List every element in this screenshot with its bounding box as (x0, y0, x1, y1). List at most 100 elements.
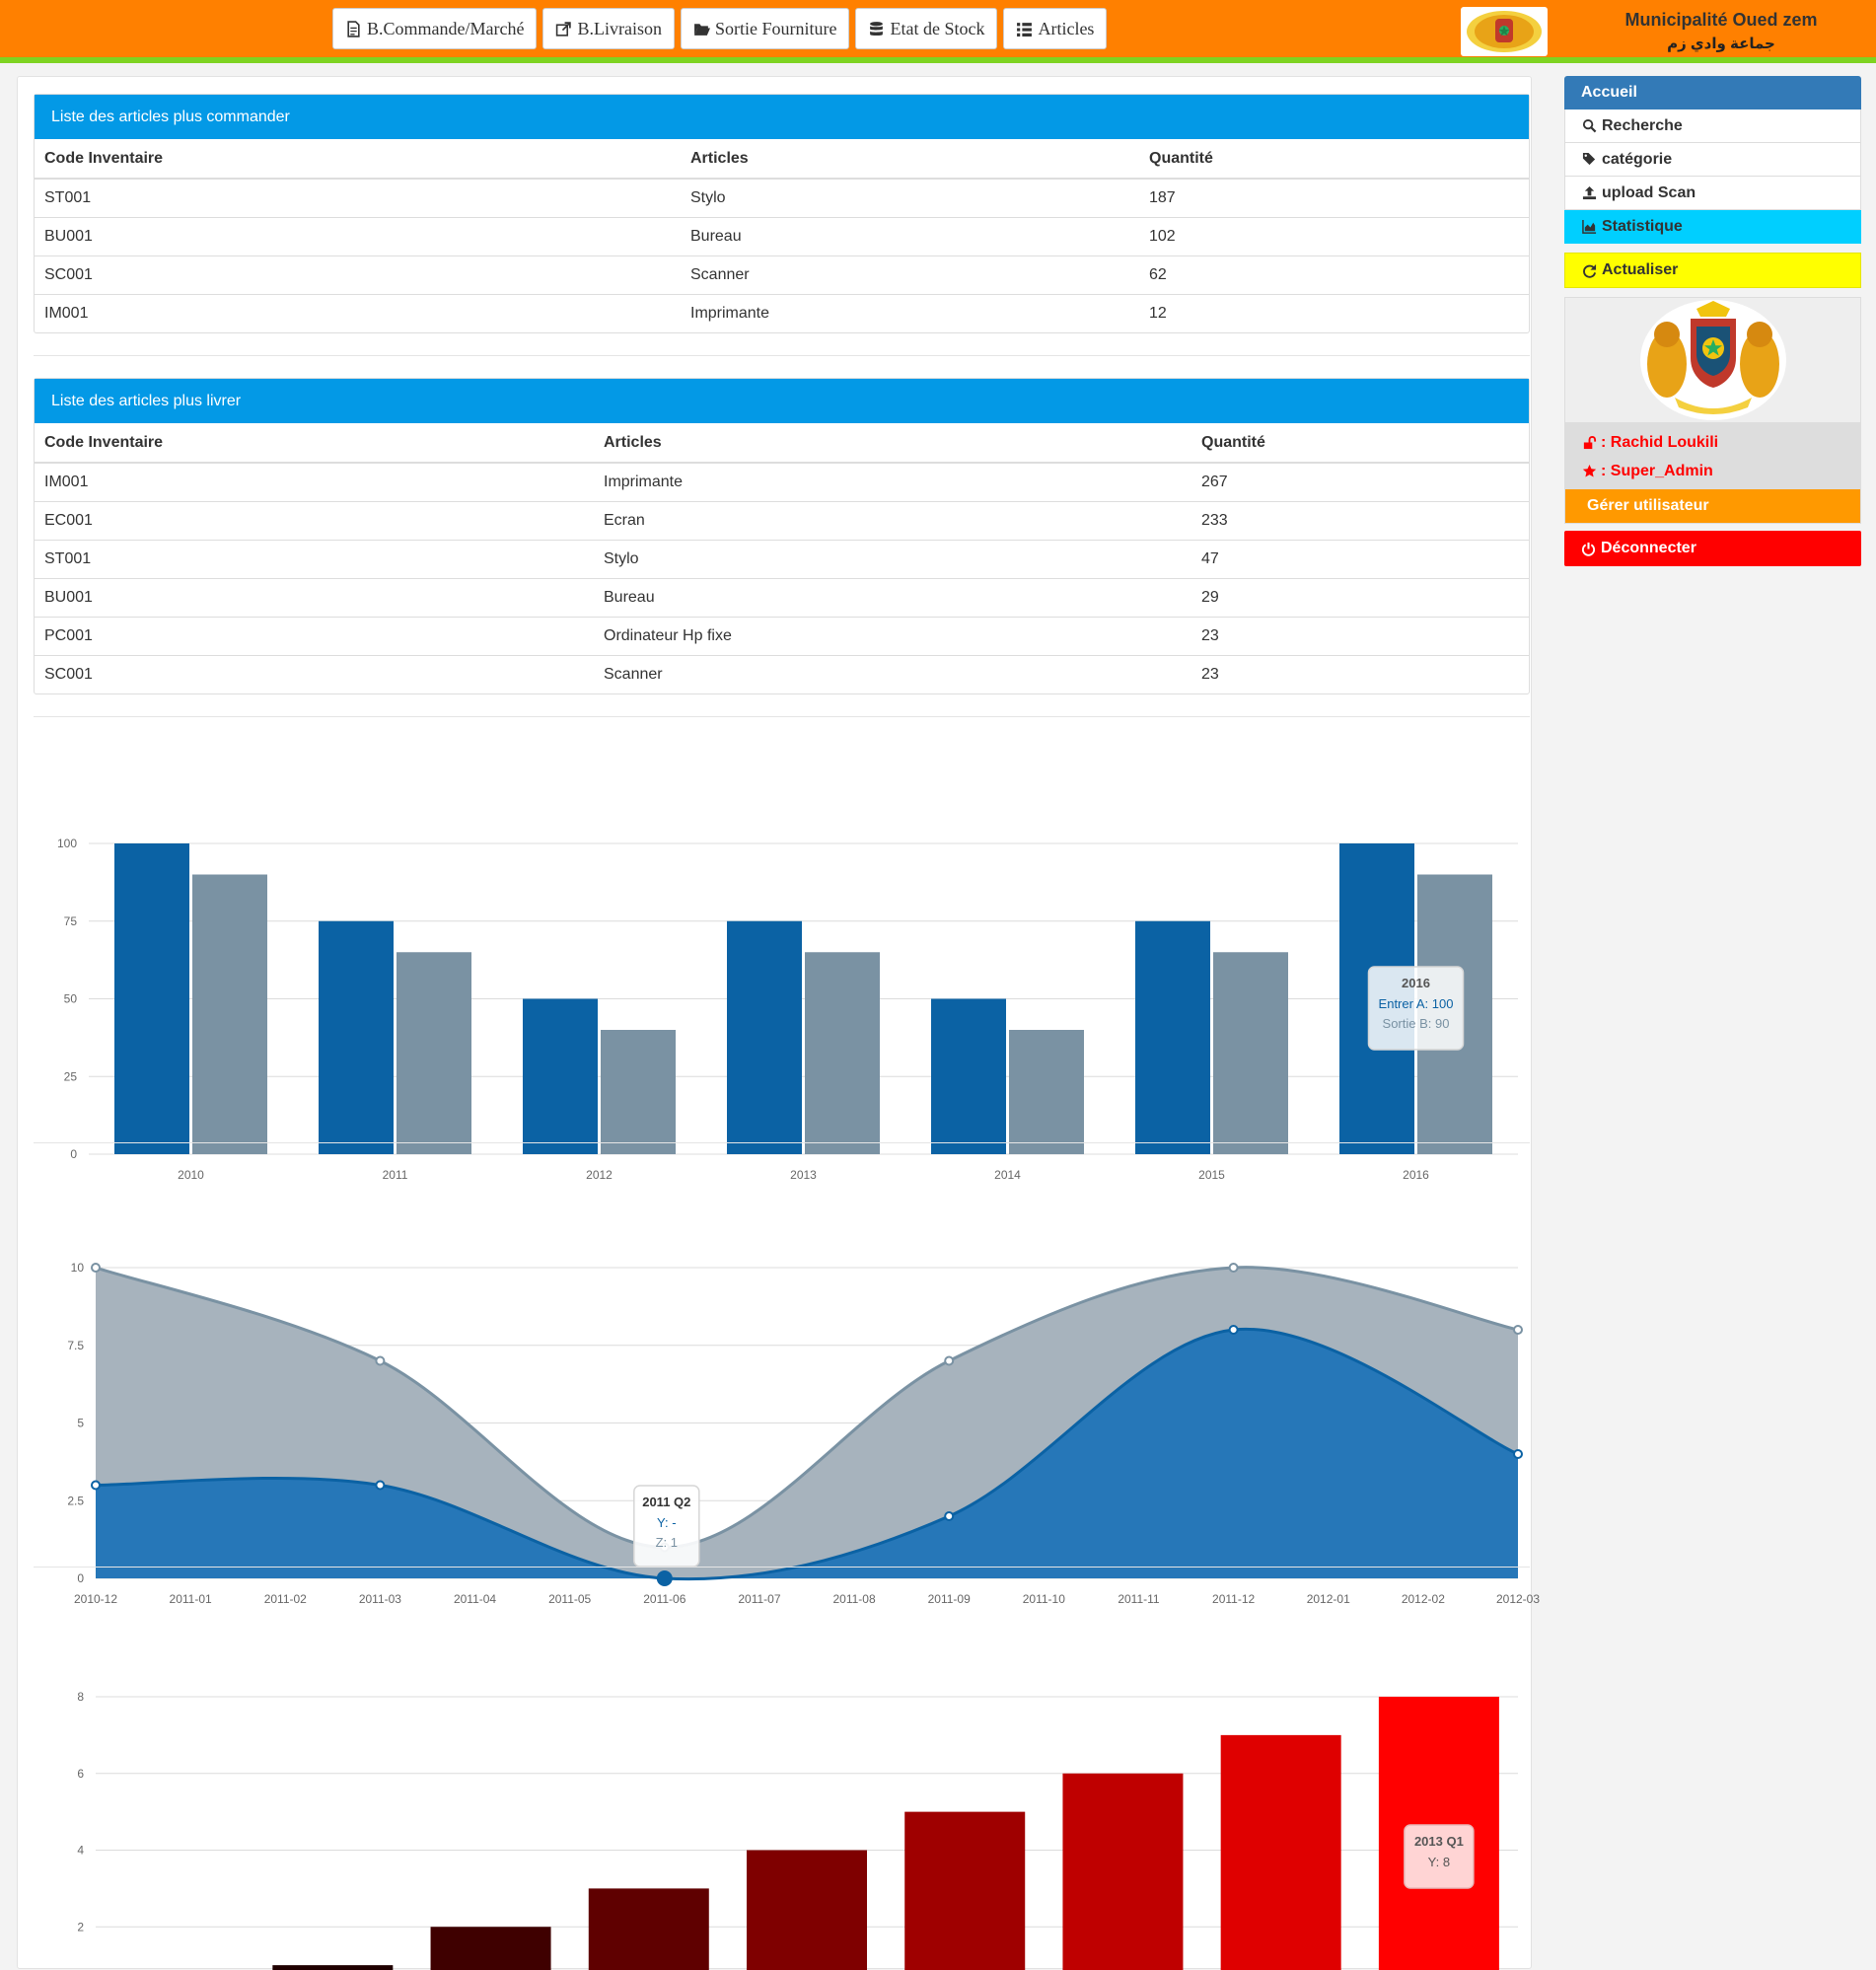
sidebar-item-statistique[interactable]: Statistique (1564, 210, 1861, 244)
tooltip-title: 2016 (1402, 976, 1430, 990)
nav-etat-stock-button[interactable]: Etat de Stock (855, 8, 997, 49)
y-tick-label: 100 (57, 837, 77, 850)
cell-quantity: 29 (1191, 578, 1529, 617)
divider (34, 1142, 1530, 1143)
document-icon (345, 21, 362, 37)
cell-quantity: 62 (1139, 255, 1529, 294)
cell-article: Stylo (681, 179, 1139, 217)
y-tick-label: 25 (64, 1069, 78, 1083)
municipality-title: Municipalité Oued zem جماعة وادي زم (1578, 10, 1864, 52)
y-tick-label: 75 (64, 914, 78, 928)
tooltip-line: Z: 1 (656, 1535, 678, 1550)
tooltip-title: 2013 Q1 (1414, 1834, 1464, 1849)
main-nav: B.Commande/Marché B.Livraison Sortie Fou… (332, 8, 1107, 49)
sidebar-home[interactable]: Accueil (1564, 76, 1861, 109)
y-tick-label: 0 (70, 1147, 77, 1161)
bar-sortie (397, 952, 471, 1154)
nav-bon-livraison-button[interactable]: B.Livraison (542, 8, 675, 49)
list-icon (1016, 21, 1033, 37)
table-header-row: Code Inventaire Articles Quantité (35, 139, 1529, 179)
manage-users-button[interactable]: Gérer utilisateur (1565, 489, 1860, 523)
tooltip-line: Y: 8 (1428, 1855, 1450, 1869)
y-tick-label: 10 (71, 1261, 85, 1275)
point-lower (945, 1512, 953, 1520)
point-lower (92, 1482, 100, 1490)
cell-code: EC001 (35, 501, 594, 540)
bar-entrer (319, 921, 394, 1154)
bar-quarter (431, 1927, 551, 1970)
point-lower (1230, 1326, 1238, 1334)
sidebar: Accueil Recherche catégorie upload Scan … (1564, 76, 1861, 566)
municipality-name-fr: Municipalité Oued zem (1578, 10, 1864, 31)
refresh-button[interactable]: Actualiser (1564, 253, 1861, 288)
logout-label: Déconnecter (1601, 540, 1696, 557)
cell-article: Ecran (594, 501, 1191, 540)
point-lower (376, 1482, 384, 1490)
cell-article: Scanner (594, 655, 1191, 693)
bar-sortie (192, 875, 267, 1155)
column-header: Articles (681, 139, 1139, 179)
nav-articles-button[interactable]: Articles (1003, 8, 1107, 49)
sidebar-item-recherche[interactable]: Recherche (1564, 109, 1861, 143)
sidebar-item-categorie[interactable]: catégorie (1564, 143, 1861, 177)
coat-of-arms-logo (1461, 7, 1548, 56)
y-tick-label: 5 (77, 1417, 84, 1430)
point-upper (92, 1264, 100, 1272)
cell-quantity: 233 (1191, 501, 1529, 540)
refresh-label: Actualiser (1602, 261, 1678, 279)
y-tick-label: 2.5 (67, 1494, 84, 1507)
panel-title: Liste des articles plus livrer (35, 379, 1529, 423)
tooltip-line: Entrer A: 100 (1379, 996, 1454, 1011)
cell-code: ST001 (35, 179, 681, 217)
bar-sortie (601, 1030, 676, 1154)
column-header: Articles (594, 423, 1191, 463)
cell-article: Scanner (681, 255, 1139, 294)
unlock-icon (1582, 435, 1597, 450)
refresh-icon (1582, 263, 1597, 278)
bar-sortie (1213, 952, 1288, 1154)
sidebar-item-label: catégorie (1602, 151, 1672, 169)
column-header: Code Inventaire (35, 139, 681, 179)
cell-quantity: 102 (1139, 217, 1529, 255)
share-icon (555, 21, 572, 37)
cell-quantity: 47 (1191, 540, 1529, 578)
tags-icon (1582, 152, 1597, 167)
point-upper (1230, 1264, 1238, 1272)
nav-bon-commande-button[interactable]: B.Commande/Marché (332, 8, 537, 49)
cell-quantity: 23 (1191, 655, 1529, 693)
divider (34, 716, 1530, 717)
sidebar-item-label: Statistique (1602, 218, 1683, 236)
column-header: Code Inventaire (35, 423, 594, 463)
nav-label: Etat de Stock (890, 19, 984, 39)
logout-button[interactable]: Déconnecter (1564, 531, 1861, 566)
point-lower (658, 1571, 672, 1585)
sidebar-item-label: Recherche (1602, 117, 1683, 135)
user-name-row: : Rachid Loukili (1582, 428, 1860, 457)
nav-sortie-fourniture-button[interactable]: Sortie Fourniture (681, 8, 850, 49)
bar-quarter (1221, 1735, 1341, 1970)
cell-article: Bureau (681, 217, 1139, 255)
sidebar-item-upload-scan[interactable]: upload Scan (1564, 177, 1861, 210)
municipality-name-ar: جماعة وادي زم (1578, 35, 1864, 52)
database-icon (868, 21, 885, 37)
power-icon (1581, 542, 1596, 556)
y-tick-label: 0 (77, 1571, 84, 1585)
user-info: : Rachid Loukili : Super_Admin (1565, 422, 1860, 489)
area-chart-icon (1582, 219, 1597, 234)
bar-entrer (1135, 921, 1210, 1154)
cell-code: SC001 (35, 255, 681, 294)
column-header: Quantité (1191, 423, 1529, 463)
bar-entrer (931, 999, 1006, 1155)
point-upper (376, 1357, 384, 1365)
top-bar: B.Commande/Marché B.Livraison Sortie Fou… (0, 0, 1876, 63)
y-tick-label: 7.5 (67, 1339, 84, 1352)
